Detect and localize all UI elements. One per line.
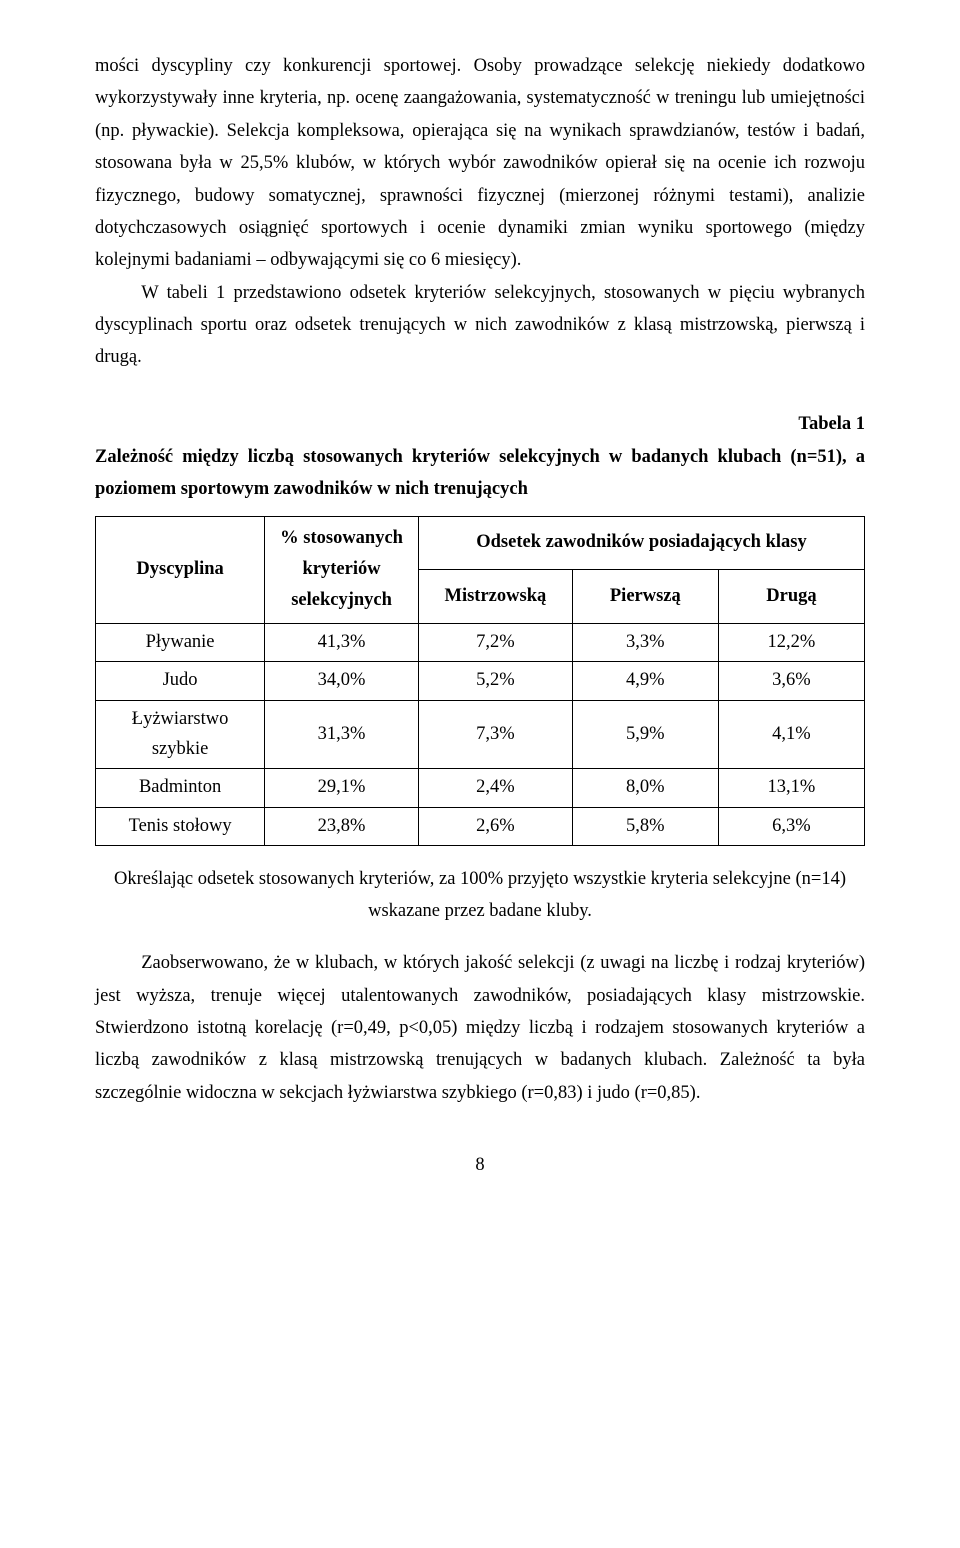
cell-dr: 12,2% — [718, 623, 864, 662]
table-row: Pływanie 41,3% 7,2% 3,3% 12,2% — [96, 623, 865, 662]
col-header-criteria: % stosowanych kryteriów selekcyjnych — [265, 516, 419, 623]
col-header-dyscyplina: Dyscyplina — [96, 516, 265, 623]
paragraph-2: W tabeli 1 przedstawiono odsetek kryteri… — [95, 277, 865, 374]
cell-m: 2,4% — [418, 769, 572, 808]
cell-dr: 13,1% — [718, 769, 864, 808]
cell-d: Judo — [96, 662, 265, 701]
table-row: Badminton 29,1% 2,4% 8,0% 13,1% — [96, 769, 865, 808]
data-table: Dyscyplina % stosowanych kryteriów selek… — [95, 516, 865, 847]
table-row: Tenis stołowy 23,8% 2,6% 5,8% 6,3% — [96, 807, 865, 846]
cell-p: 3,3% — [572, 623, 718, 662]
table-row: Łyżwiarstwo szybkie 31,3% 7,3% 5,9% 4,1% — [96, 701, 865, 769]
cell-d: Łyżwiarstwo szybkie — [96, 701, 265, 769]
col-header-pierwsza: Pierwszą — [572, 570, 718, 624]
table-header-row-1: Dyscyplina % stosowanych kryteriów selek… — [96, 516, 865, 570]
col-header-druga: Drugą — [718, 570, 864, 624]
table-label: Tabela 1 — [95, 414, 865, 435]
cell-d: Badminton — [96, 769, 265, 808]
cell-dr: 3,6% — [718, 662, 864, 701]
col-header-odsetek: Odsetek zawodników posiadających klasy — [418, 516, 864, 570]
table-title: Zależność między liczbą stosowanych kryt… — [95, 441, 865, 506]
cell-p: 8,0% — [572, 769, 718, 808]
cell-p: 5,8% — [572, 807, 718, 846]
page-number: 8 — [95, 1155, 865, 1176]
cell-d: Tenis stołowy — [96, 807, 265, 846]
cell-c: 34,0% — [265, 662, 419, 701]
cell-c: 29,1% — [265, 769, 419, 808]
cell-m: 7,3% — [418, 701, 572, 769]
cell-p: 5,9% — [572, 701, 718, 769]
cell-c: 31,3% — [265, 701, 419, 769]
cell-dr: 6,3% — [718, 807, 864, 846]
cell-p: 4,9% — [572, 662, 718, 701]
cell-c: 23,8% — [265, 807, 419, 846]
cell-m: 7,2% — [418, 623, 572, 662]
table-row: Judo 34,0% 5,2% 4,9% 3,6% — [96, 662, 865, 701]
cell-dr: 4,1% — [718, 701, 864, 769]
cell-c: 41,3% — [265, 623, 419, 662]
cell-m: 5,2% — [418, 662, 572, 701]
paragraph-1: mości dyscypliny czy konkurencji sportow… — [95, 50, 865, 277]
cell-m: 2,6% — [418, 807, 572, 846]
document-page: mości dyscypliny czy konkurencji sportow… — [0, 0, 960, 1548]
table-footnote: Określając odsetek stosowanych kryteriów… — [95, 864, 865, 927]
cell-d: Pływanie — [96, 623, 265, 662]
paragraph-3: Zaobserwowano, że w klubach, w których j… — [95, 947, 865, 1109]
col-header-mistrz: Mistrzowską — [418, 570, 572, 624]
